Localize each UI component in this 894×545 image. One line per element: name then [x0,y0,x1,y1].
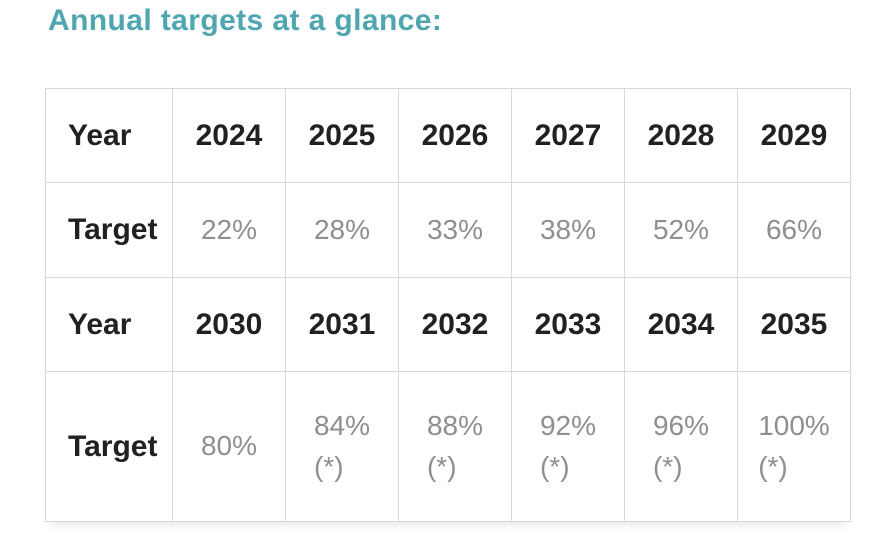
annual-targets-table: Year 2024 2025 2026 2027 2028 2029 Targe… [45,88,851,522]
target-value: 84% (*) [313,409,371,482]
year-cell: 2032 [398,277,512,372]
row-label: Target [68,429,158,463]
year-value: 2034 [647,307,715,341]
year-cell: 2035 [737,277,851,372]
table-row-target-1: Target 22% 28% 33% 38% 52% 66% [45,182,851,278]
year-cell: 2028 [624,88,738,183]
year-value: 2035 [760,307,828,341]
year-cell: 2025 [285,88,399,183]
year-cell: 2026 [398,88,512,183]
target-cell: 92% (*) [511,371,625,522]
year-value: 2032 [421,307,489,341]
year-value: 2029 [760,118,828,152]
year-cell: 2024 [172,88,286,183]
target-value: 92% (*) [539,409,597,482]
row-label-cell: Year [45,277,173,372]
target-cell: 80% [172,371,286,522]
target-cell: 84% (*) [285,371,399,522]
row-label-cell: Target [45,371,173,522]
target-cell: 88% (*) [398,371,512,522]
year-cell: 2031 [285,277,399,372]
year-value: 2031 [308,307,376,341]
year-value: 2024 [195,118,263,152]
target-value: 96% (*) [652,409,710,482]
table-row-target-2: Target 80% 84% (*) 88% (*) 92% (*) 96% (… [45,371,851,522]
target-value: 100% (*) [758,409,830,482]
row-label: Year [68,307,132,341]
year-value: 2027 [534,118,602,152]
year-cell: 2029 [737,88,851,183]
row-label-cell: Year [45,88,173,183]
target-value: 33% [426,213,484,245]
year-cell: 2027 [511,88,625,183]
target-value: 66% [765,213,823,245]
target-value: 38% [539,213,597,245]
year-value: 2028 [647,118,715,152]
year-value: 2033 [534,307,602,341]
row-label: Target [68,213,158,247]
target-value: 88% (*) [426,409,484,482]
target-value: 28% [313,213,371,245]
target-value: 52% [652,213,710,245]
year-cell: 2033 [511,277,625,372]
target-cell: 28% [285,182,399,278]
year-cell: 2034 [624,277,738,372]
row-label-cell: Target [45,182,173,278]
table-row-year-2: Year 2030 2031 2032 2033 2034 2035 [45,277,851,372]
target-cell: 33% [398,182,512,278]
target-value: 22% [200,213,258,245]
target-cell: 66% [737,182,851,278]
target-cell: 38% [511,182,625,278]
page-title: Annual targets at a glance: [48,4,443,37]
year-value: 2026 [421,118,489,152]
year-cell: 2030 [172,277,286,372]
row-label: Year [68,118,132,152]
target-cell: 52% [624,182,738,278]
year-value: 2030 [195,307,263,341]
table-row-year-1: Year 2024 2025 2026 2027 2028 2029 [45,88,851,183]
year-value: 2025 [308,118,376,152]
target-cell: 96% (*) [624,371,738,522]
target-cell: 22% [172,182,286,278]
target-cell: 100% (*) [737,371,851,522]
target-value: 80% [200,430,258,462]
